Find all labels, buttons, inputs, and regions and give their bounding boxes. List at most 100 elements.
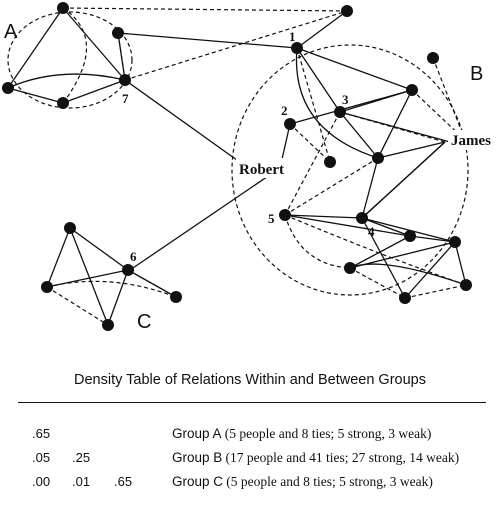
tie — [296, 47, 331, 163]
tie — [62, 7, 88, 104]
density-value: .05 — [32, 450, 51, 465]
tie — [46, 227, 71, 288]
node-6 — [122, 264, 134, 276]
table-row-group-b: .05 .25 Group B (17 people and 41 ties; … — [0, 450, 500, 472]
table-row-group-c: .00 .01 .65 Group C (5 people and 8 ties… — [0, 474, 500, 496]
node — [404, 230, 416, 242]
node — [344, 262, 356, 274]
node-label-1: 1 — [289, 29, 296, 44]
tie — [361, 217, 406, 299]
node-label-4: 4 — [368, 224, 375, 239]
tie — [361, 217, 456, 243]
person-label-james: James — [451, 133, 491, 149]
node-label-7: 7 — [122, 91, 129, 106]
node — [112, 27, 124, 39]
node — [64, 222, 76, 234]
tie — [411, 89, 466, 141]
tie — [284, 214, 363, 219]
bridge-ties — [117, 10, 348, 271]
tie — [289, 123, 331, 163]
node — [449, 236, 461, 248]
node-label-3: 3 — [342, 92, 349, 107]
tie — [295, 47, 379, 159]
node-4 — [356, 212, 368, 224]
tie — [339, 111, 446, 143]
density-table-title: Density Table of Relations Within and Be… — [74, 372, 426, 388]
group-details: (5 people and 8 ties; 5 strong, 3 weak) — [224, 426, 432, 441]
node — [341, 5, 353, 17]
group-description: Group B (17 people and 41 ties; 27 stron… — [172, 450, 459, 466]
tie — [404, 241, 456, 299]
group-label-a: A — [4, 21, 18, 43]
node — [399, 292, 411, 304]
tie — [124, 10, 348, 81]
tie — [129, 167, 281, 271]
tie — [62, 79, 126, 104]
tie — [349, 267, 406, 299]
node-2 — [284, 118, 296, 130]
group-name: Group C — [172, 474, 224, 489]
node-label-6: 6 — [130, 249, 137, 264]
tie — [349, 263, 467, 286]
node — [57, 2, 69, 14]
group-details: (5 people and 8 ties; 5 strong, 3 weak) — [226, 474, 433, 489]
person-label-robert: Robert — [239, 162, 284, 178]
tie — [296, 47, 413, 91]
node-3 — [334, 106, 346, 118]
density-value: .65 — [114, 474, 133, 489]
tie — [117, 32, 126, 81]
tie — [7, 87, 64, 104]
tie — [404, 284, 467, 299]
density-value: .25 — [72, 450, 91, 465]
tie — [284, 214, 351, 269]
tie — [432, 57, 466, 141]
tie — [409, 235, 456, 243]
tie — [62, 7, 348, 12]
node — [41, 281, 53, 293]
tie — [284, 111, 341, 216]
tie — [296, 47, 341, 113]
density-value: .01 — [72, 474, 91, 489]
tie — [107, 269, 129, 326]
tie — [339, 111, 451, 143]
node — [102, 319, 114, 331]
group-name: Group B — [172, 450, 223, 465]
tie — [339, 89, 413, 113]
nodes — [2, 2, 472, 331]
node-5 — [279, 209, 291, 221]
tie — [284, 214, 411, 237]
table-rule — [18, 402, 486, 403]
group-c-ties — [46, 227, 177, 326]
group-b-ties — [284, 10, 467, 299]
tie — [69, 227, 109, 326]
group-label-b: B — [470, 63, 483, 85]
tie — [62, 7, 126, 81]
tie — [46, 286, 109, 326]
tie — [361, 217, 411, 237]
node — [460, 279, 472, 291]
tie — [46, 280, 177, 298]
node-7 — [119, 74, 131, 86]
node-label-5: 5 — [268, 211, 275, 226]
node — [406, 84, 418, 96]
node — [324, 156, 336, 168]
group-name: Group A — [172, 426, 222, 441]
node-1 — [291, 42, 303, 54]
density-value: .65 — [32, 426, 51, 441]
group-label-c: C — [137, 311, 151, 333]
node — [372, 152, 384, 164]
node-label-2: 2 — [281, 103, 288, 118]
tie — [361, 141, 446, 219]
tie — [284, 214, 467, 286]
node — [2, 82, 14, 94]
table-row-group-a: .65 Group A (5 people and 8 ties; 5 stro… — [0, 426, 500, 448]
tie — [124, 79, 249, 169]
tie — [69, 227, 129, 271]
group-description: Group A (5 people and 8 ties; 5 strong, … — [172, 426, 431, 442]
group-b-boundary — [231, 44, 469, 296]
group-a-boundary — [7, 11, 133, 109]
node — [170, 291, 182, 303]
robert-label-bg — [236, 158, 294, 178]
tie — [46, 269, 129, 288]
